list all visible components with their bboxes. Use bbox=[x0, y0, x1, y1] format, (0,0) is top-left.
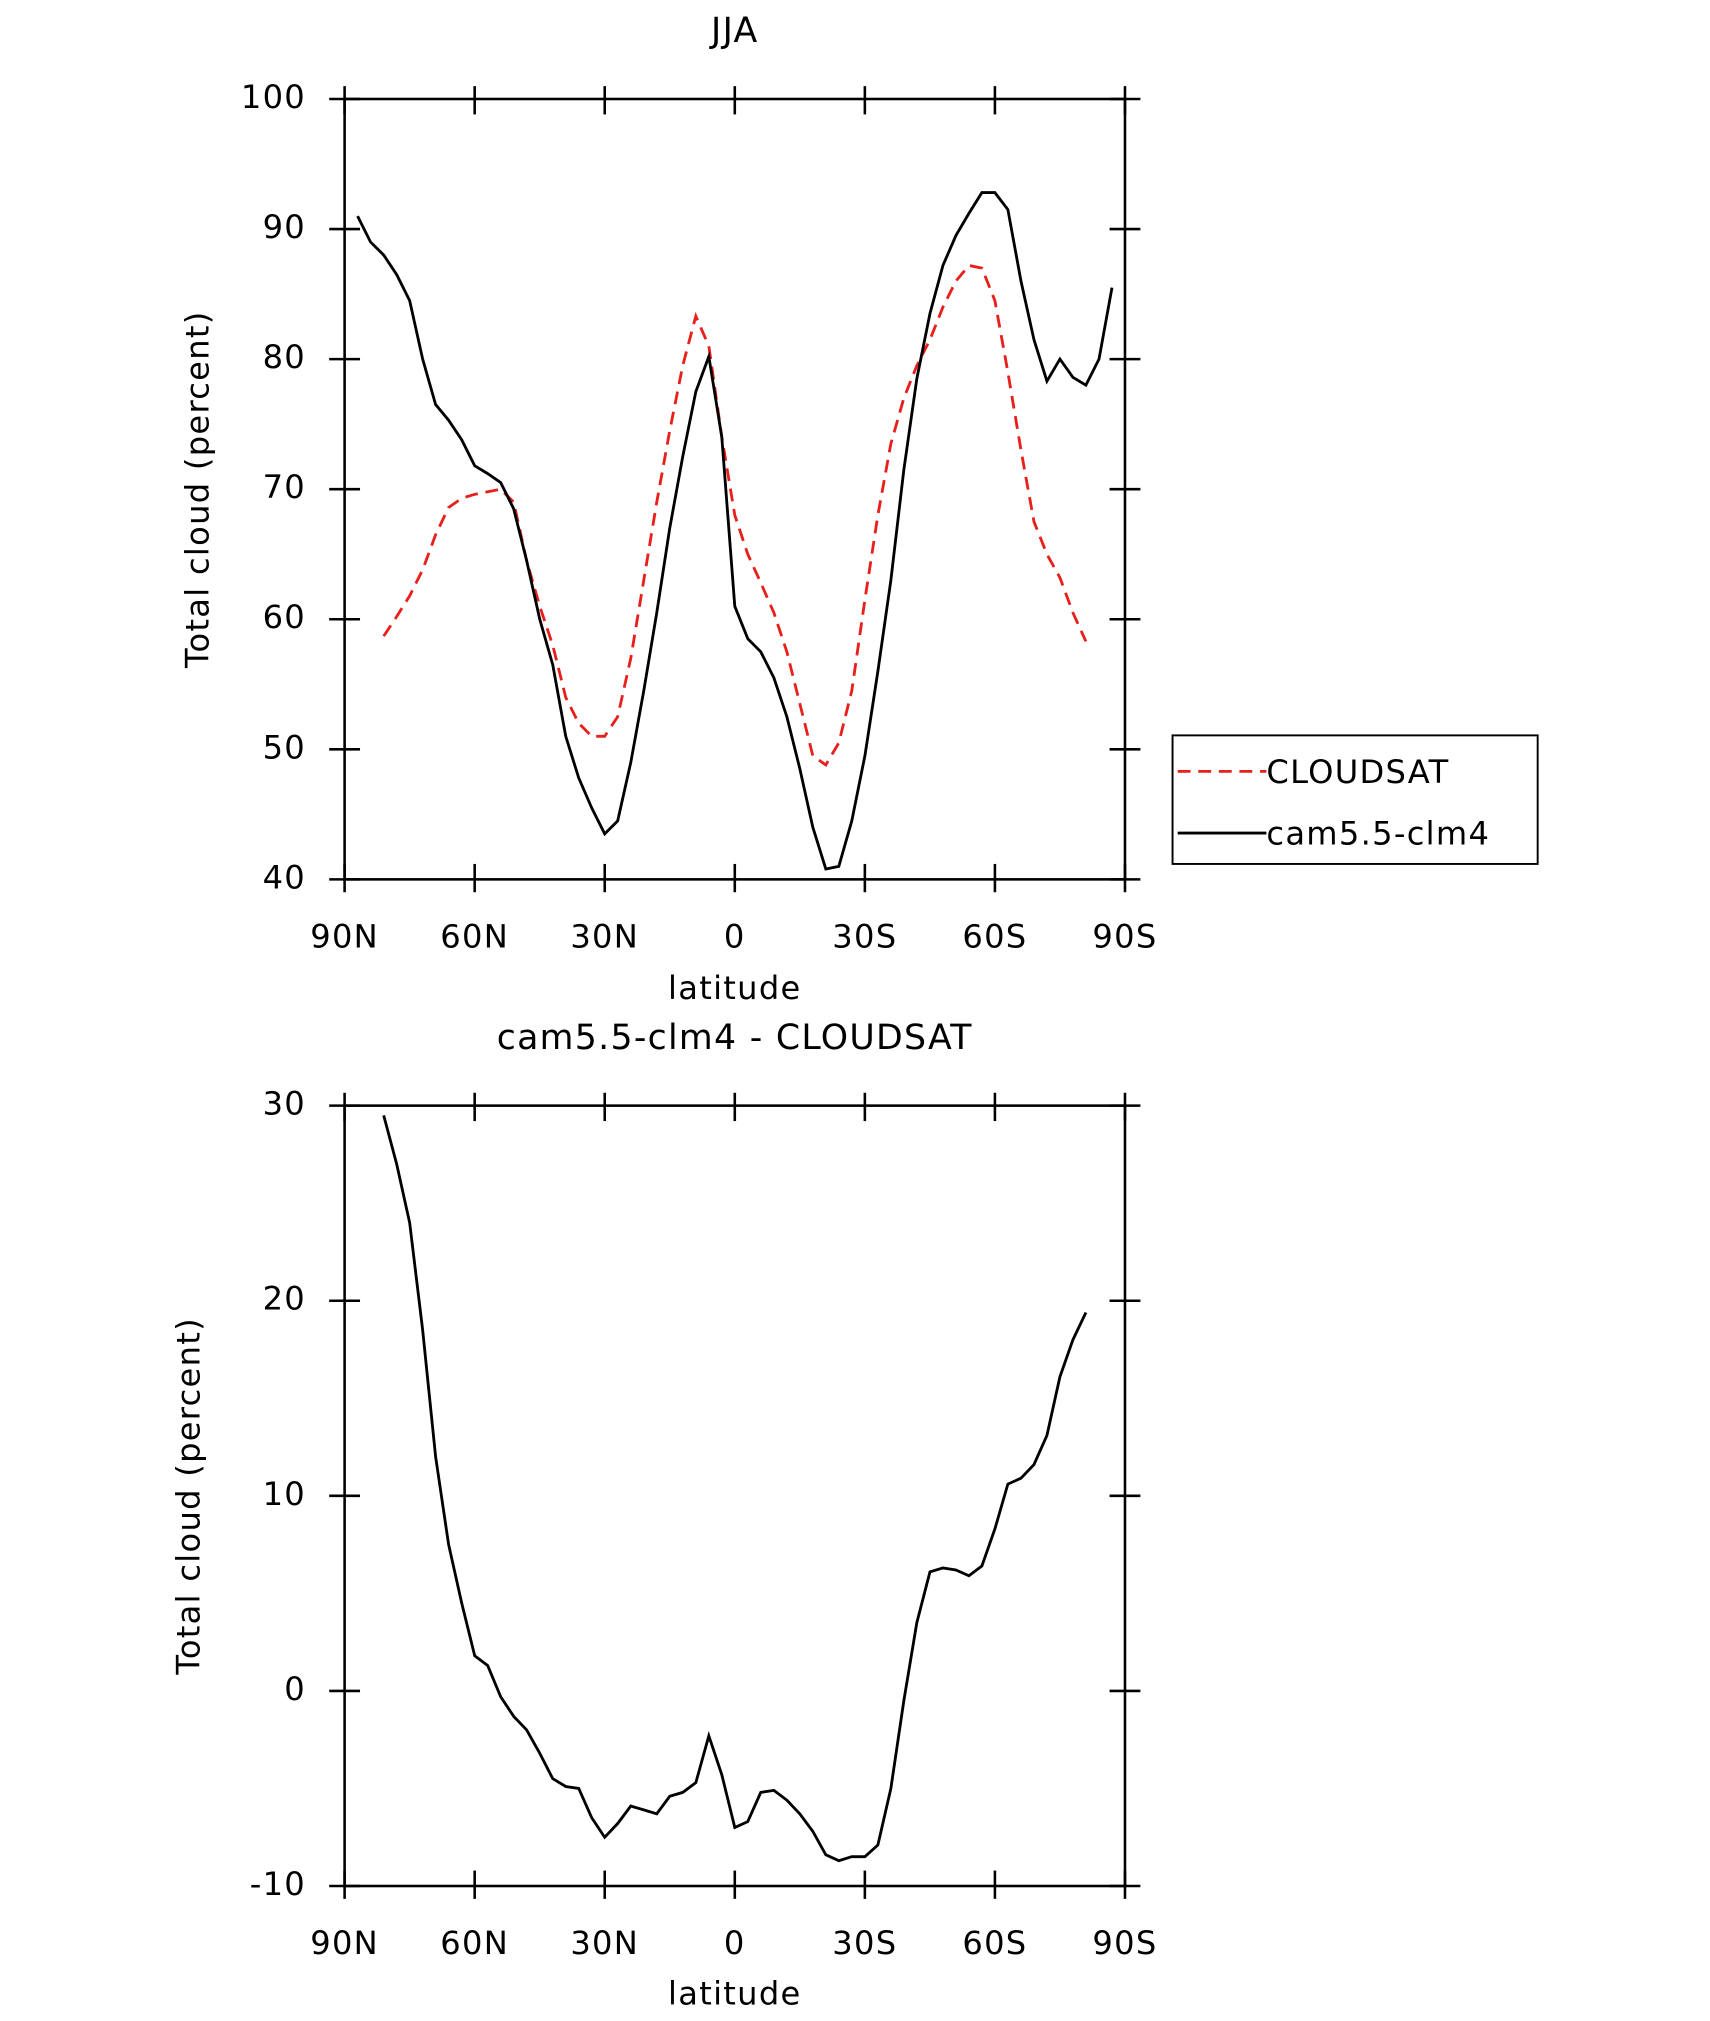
x-axis-label: latitude bbox=[668, 1974, 802, 2012]
x-tick-label: 60S bbox=[962, 1924, 1027, 1962]
legend-label: cam5.5-clm4 bbox=[1266, 815, 1490, 853]
x-tick-label: 90N bbox=[310, 918, 379, 956]
x-tick-label: 30S bbox=[832, 918, 897, 956]
data-line bbox=[356, 191, 1114, 871]
y-tick-label: -10 bbox=[250, 1865, 306, 1903]
y-tick-label: 0 bbox=[284, 1670, 306, 1708]
y-axis-label: Total cloud (percent) bbox=[178, 310, 216, 669]
y-tick-label: 20 bbox=[263, 1280, 306, 1318]
y-tick-label: 80 bbox=[263, 338, 306, 376]
x-tick-label: 90N bbox=[310, 1924, 379, 1962]
x-tick-label: 90S bbox=[1092, 918, 1157, 956]
y-tick-label: 10 bbox=[263, 1475, 306, 1513]
y-axis-label: Total cloud (percent) bbox=[169, 1317, 207, 1676]
x-tick-label: 30S bbox=[832, 1924, 897, 1962]
y-tick-label: 100 bbox=[241, 78, 306, 116]
chart-title: JJA bbox=[709, 11, 758, 51]
x-tick-label: 30N bbox=[570, 918, 639, 956]
y-tick-label: 60 bbox=[263, 598, 306, 636]
x-tick-label: 0 bbox=[724, 1924, 746, 1962]
x-tick-label: 60S bbox=[962, 918, 1027, 956]
x-tick-label: 30N bbox=[570, 1924, 639, 1962]
legend-box bbox=[1171, 734, 1539, 865]
data-line bbox=[382, 1115, 1088, 1863]
x-tick-label: 60N bbox=[440, 918, 509, 956]
y-tick-label: 40 bbox=[263, 858, 306, 896]
legend: CLOUDSAT cam5.5-clm4 bbox=[1171, 734, 1539, 865]
plot-frame bbox=[343, 1104, 1127, 1888]
y-tick-label: 50 bbox=[263, 728, 306, 766]
x-tick-label: 60N bbox=[440, 1924, 509, 1962]
x-tick-label: 90S bbox=[1092, 1924, 1157, 1962]
y-tick-label: 70 bbox=[263, 468, 306, 506]
x-axis-label: latitude bbox=[668, 969, 802, 1007]
data-line bbox=[382, 263, 1088, 767]
x-tick-label: 0 bbox=[724, 918, 746, 956]
chart-title: cam5.5-clm4 - CLOUDSAT bbox=[497, 1018, 973, 1058]
legend-label: CLOUDSAT bbox=[1266, 753, 1449, 791]
y-tick-label: 30 bbox=[263, 1085, 306, 1123]
y-tick-label: 90 bbox=[263, 208, 306, 246]
